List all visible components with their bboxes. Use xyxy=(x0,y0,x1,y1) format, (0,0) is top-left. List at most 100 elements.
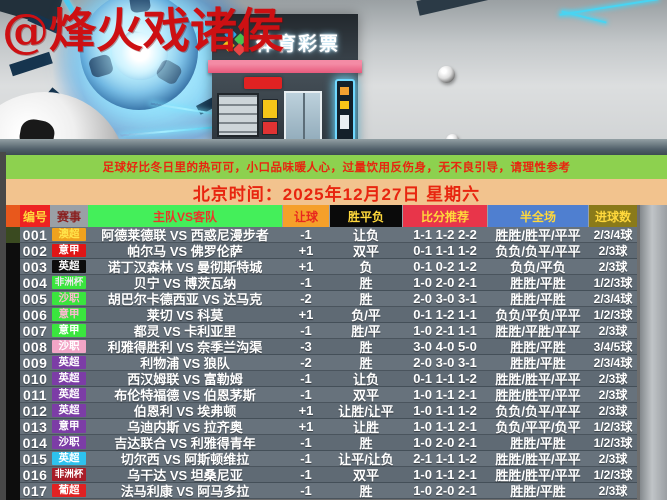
wdl-cell: 胜 xyxy=(359,292,373,307)
half-full-cell: 胜胜/平胜 xyxy=(510,340,566,355)
panel-item xyxy=(340,115,349,129)
league-tag: 意甲 xyxy=(52,244,86,257)
league-cell: 意甲 xyxy=(51,307,87,322)
table-row: 014 沙职 吉达联合 VS 利雅得青年 -1 胜 1-0 2-0 2-1 胜胜/平胜 1/2… xyxy=(20,435,637,451)
teams-cell: 贝宁 VS 博茨瓦纳 xyxy=(133,276,237,291)
wdl-cell: 胜 xyxy=(359,484,373,499)
table-row: 009 英超 利物浦 VS 狼队 -2 胜 2-0 3-0 3-1 胜胜/平胜 2/3/4球 xyxy=(20,355,637,371)
half-full-cell: 胜胜/平胜/平平 xyxy=(495,324,581,339)
handicap-cell: +1 xyxy=(298,419,314,434)
store-sign-text: 体育彩票 xyxy=(256,34,341,55)
handicap-cell: -3 xyxy=(300,339,312,354)
row-number: 008 xyxy=(22,338,48,355)
table-row: 010 英超 西汉姆联 VS 富勒姆 -1 让负 0-1 1-1 1-2 胜胜/胜平/平平 2… xyxy=(20,371,637,387)
column-header-banquan: 半全场 xyxy=(488,205,588,227)
score-cell: 0-1 1-1 1-2 xyxy=(413,243,477,258)
handicap-cell: -1 xyxy=(300,323,312,338)
league-cell: 沙职 xyxy=(51,291,87,306)
league-tag: 意甲 xyxy=(52,308,86,321)
store-body xyxy=(212,73,358,152)
league-tag: 澳超 xyxy=(52,228,86,241)
row-number: 015 xyxy=(22,450,48,467)
handicap-cell: -1 xyxy=(300,483,312,498)
league-cell: 葡超 xyxy=(51,483,87,498)
league-cell: 沙职 xyxy=(51,339,87,354)
table-row: 005 沙职 胡巴尔卡德西亚 VS 达马克 -2 胜 2-0 3-0 3-1 胜胜/平胜 2/… xyxy=(20,291,637,307)
row-number: 001 xyxy=(22,226,48,243)
teams-cell: 乌干达 VS 坦桑尼亚 xyxy=(127,468,243,483)
right-edge-strip xyxy=(640,205,667,500)
teams-cell: 切尔西 VS 阿斯顿维拉 xyxy=(120,452,250,467)
half-full-cell: 胜胜/平胜 xyxy=(510,356,566,371)
table-row: 004 非洲杯 贝宁 VS 博茨瓦纳 -1 胜 1-0 2-0 2-1 胜胜/平胜 1/2/3… xyxy=(20,275,637,291)
score-cell: 0-1 1-2 1-1 xyxy=(413,307,477,322)
neon-panel xyxy=(335,79,355,145)
half-full-cell: 负负/平负/平平 xyxy=(495,308,581,323)
row-number: 010 xyxy=(22,370,48,387)
wdl-cell: 让负 xyxy=(352,372,379,387)
handicap-cell: -2 xyxy=(300,355,312,370)
league-cell: 沙职 xyxy=(51,435,87,450)
wdl-cell: 胜/平 xyxy=(351,324,381,339)
wdl-cell: 胜 xyxy=(359,276,373,291)
teams-cell: 莱切 VS 科莫 xyxy=(146,308,224,323)
league-tag: 英超 xyxy=(52,388,86,401)
half-full-cell: 胜胜/胜平/平平 xyxy=(495,228,581,243)
teams-cell: 都灵 VS 卡利亚里 xyxy=(133,324,237,339)
league-tag: 英超 xyxy=(52,372,86,385)
handicap-cell: +1 xyxy=(298,259,314,274)
league-cell: 非洲杯 xyxy=(51,467,87,482)
league-tag: 沙职 xyxy=(52,340,86,353)
row-number: 014 xyxy=(22,434,48,451)
half-full-cell: 负负/平平/负平 xyxy=(495,420,581,435)
league-tag: 英超 xyxy=(52,356,86,369)
wdl-cell: 负 xyxy=(359,260,373,275)
wdl-cell: 胜 xyxy=(359,436,373,451)
notice-text: 足球好比冬日里的热可可，小口品味暖人心，过量饮用反伤身，无不良引导，请理性参考 xyxy=(102,162,571,174)
score-cell: 0-1 0-2 1-2 xyxy=(413,259,477,274)
table-row: 002 意甲 帕尔马 VS 佛罗伦萨 +1 双平 0-1 1-1 1-2 负负/负平/平平 2… xyxy=(20,243,637,259)
column-header-saishi: 赛事 xyxy=(51,205,87,227)
goals-cell: 2/3球 xyxy=(598,260,628,274)
league-tag: 英超 xyxy=(52,260,86,273)
score-cell: 1-0 1-1 2-1 xyxy=(413,419,477,434)
teams-cell: 西汉姆联 VS 富勒姆 xyxy=(127,372,243,387)
left-edge-strip xyxy=(0,152,6,500)
league-cell: 英超 xyxy=(51,403,87,418)
goals-cell: 1/2/3球 xyxy=(593,308,633,322)
score-cell: 3-0 4-0 5-0 xyxy=(413,339,477,354)
half-full-cell: 胜胜/胜平/平平 xyxy=(495,388,581,403)
neon-streak xyxy=(561,10,607,24)
goals-cell: 2/3球 xyxy=(598,388,628,402)
league-cell: 英超 xyxy=(51,451,87,466)
score-cell: 1-0 1-1 1-2 xyxy=(413,403,477,418)
league-cell: 英超 xyxy=(51,371,87,386)
half-full-cell: 胜胜/胜平/平平 xyxy=(495,372,581,387)
goals-cell: 3/4/5球 xyxy=(593,340,633,354)
wdl-cell: 让负 xyxy=(352,228,379,243)
small-red-sign xyxy=(244,77,282,89)
poster xyxy=(262,121,278,135)
score-cell: 1-0 2-0 2-1 xyxy=(413,435,477,450)
wdl-cell: 让胜 xyxy=(352,420,379,435)
handicap-cell: -1 xyxy=(300,467,312,482)
row-number: 016 xyxy=(22,466,48,483)
table-header-row: 编号 赛事 主队VS客队 让球 胜平负 比分推荐 半全场 进球数 xyxy=(20,205,637,227)
score-cell: 1-0 1-1 2-1 xyxy=(413,467,477,482)
teams-cell: 胡巴尔卡德西亚 VS 达马克 xyxy=(107,292,263,307)
table-row: 017 葡超 法马利康 VS 阿马多拉 -1 胜 1-0 2-0 2-1 胜胜/平胜 2/3球 xyxy=(20,483,637,499)
handicap-cell: -1 xyxy=(300,435,312,450)
table-row: 003 英超 诺丁汉森林 VS 曼彻斯特城 +1 负 0-1 0-2 1-2 负负/平负 2/… xyxy=(20,259,637,275)
teams-cell: 帕尔马 VS 佛罗伦萨 xyxy=(127,244,243,259)
poster xyxy=(262,99,278,119)
floor xyxy=(0,139,667,156)
league-tag: 英超 xyxy=(52,404,86,417)
beijing-time-text: 北京时间：2025年12月27日 星期六 xyxy=(192,184,481,204)
left-rail-strip xyxy=(6,205,20,500)
league-cell: 英超 xyxy=(51,259,87,274)
league-tag: 沙职 xyxy=(52,292,86,305)
goals-cell: 2/3球 xyxy=(598,244,628,258)
goals-cell: 2/3/4球 xyxy=(593,292,633,306)
goals-cell: 1/2/3球 xyxy=(593,436,633,450)
row-number: 017 xyxy=(22,482,48,499)
